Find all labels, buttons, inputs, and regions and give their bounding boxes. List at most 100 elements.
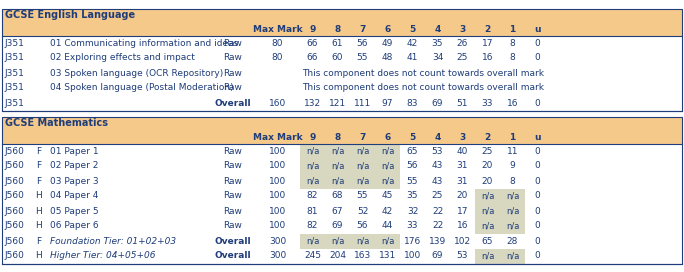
Text: n/a: n/a (481, 221, 494, 230)
Text: 100: 100 (404, 252, 421, 261)
Text: 102: 102 (454, 236, 471, 246)
Text: 100: 100 (269, 177, 286, 186)
Text: 8: 8 (510, 177, 515, 186)
Text: Raw: Raw (223, 69, 242, 78)
Bar (2, 23, 682, 36)
Bar (2, 233, 682, 249)
Bar (2, 203, 682, 218)
Text: Max Mark: Max Mark (252, 24, 302, 33)
Text: F: F (36, 177, 42, 186)
Text: 26: 26 (457, 39, 468, 48)
Text: n/a: n/a (505, 252, 519, 261)
Text: Raw: Raw (223, 221, 242, 230)
Text: 61: 61 (332, 39, 343, 48)
Text: 9: 9 (309, 24, 316, 33)
Text: Raw: Raw (223, 84, 242, 92)
Text: H: H (36, 221, 42, 230)
Bar (2, 131, 682, 144)
Text: 0: 0 (535, 54, 540, 63)
Bar (375, 144, 400, 159)
Text: 100: 100 (269, 147, 286, 156)
Bar (500, 249, 525, 264)
Text: 03 Spoken language (OCR Repository): 03 Spoken language (OCR Repository) (50, 69, 223, 78)
Text: 80: 80 (272, 54, 283, 63)
Text: 45: 45 (382, 191, 393, 200)
Text: Raw: Raw (223, 191, 242, 200)
Text: 81: 81 (306, 206, 318, 215)
Text: 2: 2 (484, 24, 490, 33)
Bar (300, 144, 325, 159)
Text: 100: 100 (269, 191, 286, 200)
Bar (475, 188, 500, 203)
Text: n/a: n/a (356, 162, 369, 171)
Bar (2, 249, 682, 264)
Text: Raw: Raw (223, 54, 242, 63)
Text: 25: 25 (482, 147, 493, 156)
Text: Higher Tier: 04+05+06: Higher Tier: 04+05+06 (50, 252, 155, 261)
Text: 22: 22 (432, 221, 443, 230)
Text: 56: 56 (357, 39, 368, 48)
Text: J351: J351 (4, 54, 24, 63)
Text: 43: 43 (432, 162, 443, 171)
Text: 41: 41 (407, 54, 418, 63)
Text: n/a: n/a (356, 177, 369, 186)
Bar (2, 116, 682, 131)
Text: 132: 132 (304, 98, 321, 107)
Text: 33: 33 (407, 221, 418, 230)
Bar (2, 159, 682, 174)
Text: 52: 52 (357, 206, 368, 215)
Text: H: H (36, 252, 42, 261)
Text: n/a: n/a (481, 252, 494, 261)
Text: 01 Communicating information and ideas: 01 Communicating information and ideas (50, 39, 238, 48)
Bar (2, 95, 682, 110)
Text: 4: 4 (434, 24, 440, 33)
Text: 0: 0 (535, 191, 540, 200)
Text: 82: 82 (307, 191, 318, 200)
Text: 0: 0 (535, 221, 540, 230)
Text: n/a: n/a (306, 162, 319, 171)
Bar (500, 188, 525, 203)
Text: 53: 53 (457, 252, 469, 261)
Text: n/a: n/a (306, 236, 319, 246)
Text: 121: 121 (329, 98, 346, 107)
Text: 300: 300 (269, 236, 286, 246)
Text: 82: 82 (307, 221, 318, 230)
Text: J351: J351 (4, 69, 24, 78)
Text: J560: J560 (4, 147, 24, 156)
Text: n/a: n/a (505, 191, 519, 200)
Text: u: u (534, 132, 541, 141)
Bar (325, 233, 350, 249)
Text: J560: J560 (4, 252, 24, 261)
Text: J560: J560 (4, 162, 24, 171)
Text: 8: 8 (510, 54, 515, 63)
Text: 69: 69 (332, 221, 343, 230)
Text: F: F (36, 236, 42, 246)
Text: n/a: n/a (505, 206, 519, 215)
Text: 100: 100 (269, 162, 286, 171)
Text: u: u (534, 24, 541, 33)
Text: 22: 22 (432, 206, 443, 215)
Text: 7: 7 (359, 132, 366, 141)
Bar (2, 36, 682, 51)
Bar (375, 159, 400, 174)
Bar (325, 174, 350, 188)
Text: 55: 55 (357, 54, 368, 63)
Text: 3: 3 (460, 132, 466, 141)
Bar (2, 66, 682, 81)
Bar (350, 144, 375, 159)
Text: 48: 48 (382, 54, 393, 63)
Text: 65: 65 (482, 236, 493, 246)
Text: J351: J351 (4, 84, 24, 92)
Text: 32: 32 (407, 206, 418, 215)
Text: n/a: n/a (381, 236, 394, 246)
Text: J560: J560 (4, 177, 24, 186)
Bar (500, 218, 525, 233)
Text: 40: 40 (457, 147, 468, 156)
Text: 17: 17 (482, 39, 493, 48)
Text: F: F (36, 162, 42, 171)
Text: 67: 67 (332, 206, 343, 215)
Text: 51: 51 (457, 98, 469, 107)
Text: 0: 0 (535, 252, 540, 261)
Bar (2, 144, 682, 159)
Bar (500, 203, 525, 218)
